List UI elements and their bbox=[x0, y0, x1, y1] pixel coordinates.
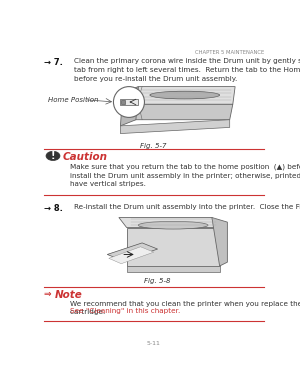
Text: Clean the primary corona wire inside the Drum unit by gently sliding the blue
ta: Clean the primary corona wire inside the… bbox=[74, 58, 300, 81]
Text: Home Position: Home Position bbox=[48, 97, 99, 103]
Polygon shape bbox=[127, 266, 220, 272]
Polygon shape bbox=[107, 243, 158, 261]
Polygon shape bbox=[133, 104, 233, 120]
Text: Note: Note bbox=[55, 290, 82, 300]
Bar bbox=[120, 99, 138, 105]
Text: See "Cleaning" in this chapter.: See "Cleaning" in this chapter. bbox=[70, 308, 180, 314]
Text: Re-install the Drum unit assembly into the printer.  Close the Front cover.: Re-install the Drum unit assembly into t… bbox=[74, 204, 300, 210]
Text: Fig. 5-7: Fig. 5-7 bbox=[140, 143, 167, 149]
Text: ⇒: ⇒ bbox=[44, 290, 51, 299]
Polygon shape bbox=[119, 218, 220, 227]
Polygon shape bbox=[120, 120, 230, 133]
Ellipse shape bbox=[150, 91, 220, 99]
Text: → 7.: → 7. bbox=[44, 58, 63, 67]
Text: CHAPTER 5 MAINTENANCE: CHAPTER 5 MAINTENANCE bbox=[195, 50, 264, 55]
Text: We recommend that you clean the printer when you replace the Toner
cartridge.: We recommend that you clean the printer … bbox=[70, 301, 300, 315]
Polygon shape bbox=[136, 87, 235, 104]
Polygon shape bbox=[127, 227, 220, 266]
Text: Caution: Caution bbox=[63, 152, 108, 162]
Text: !: ! bbox=[51, 151, 55, 161]
Text: → 8.: → 8. bbox=[44, 204, 63, 213]
Ellipse shape bbox=[46, 151, 60, 161]
Text: Make sure that you return the tab to the home position  (▲) before you re-
insta: Make sure that you return the tab to the… bbox=[70, 164, 300, 187]
Circle shape bbox=[113, 87, 145, 118]
Text: Fig. 5-8: Fig. 5-8 bbox=[144, 277, 171, 284]
Polygon shape bbox=[212, 218, 227, 266]
Polygon shape bbox=[109, 247, 154, 264]
Polygon shape bbox=[120, 87, 138, 126]
Text: 5-11: 5-11 bbox=[147, 341, 161, 346]
Bar bbox=[121, 100, 125, 104]
Ellipse shape bbox=[138, 221, 208, 229]
